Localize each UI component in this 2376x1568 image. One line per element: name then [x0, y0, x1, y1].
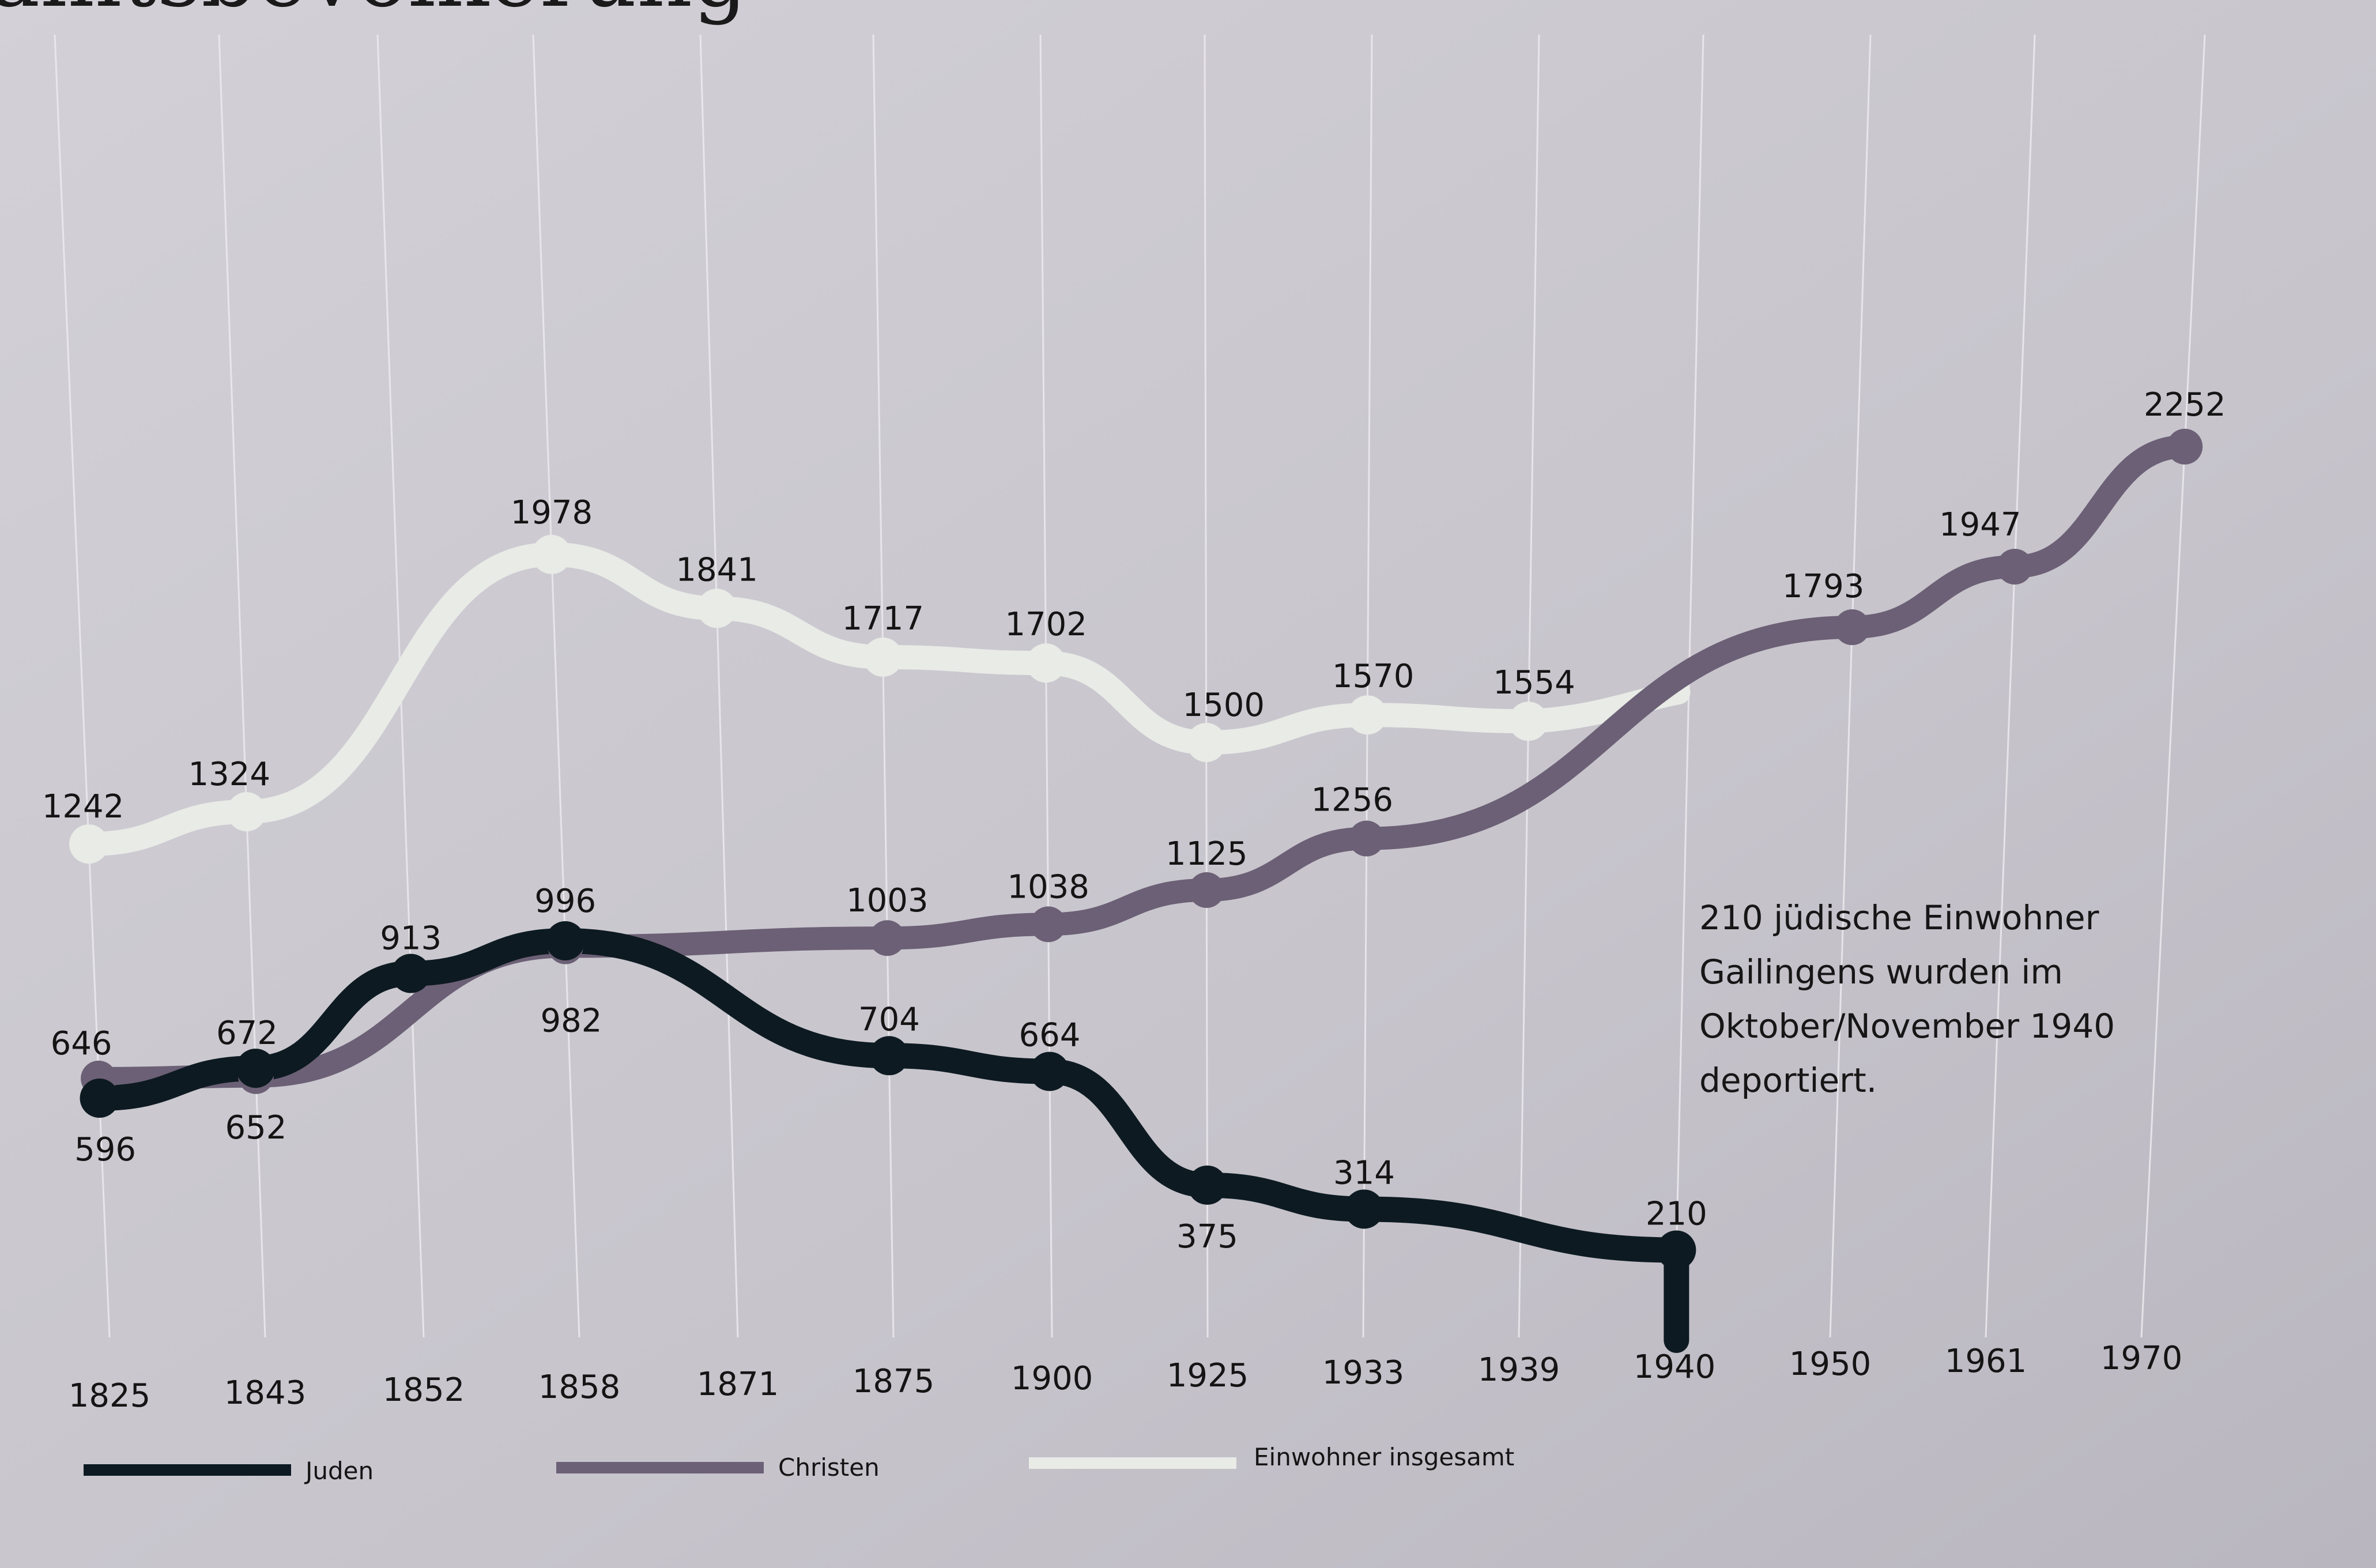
- x-tick-1961: 1961: [1945, 1343, 2027, 1380]
- series-line-christen: [87, 435, 2197, 1090]
- x-tick-1950: 1950: [1789, 1345, 1872, 1383]
- data-label-christen-1875: 1003: [846, 882, 929, 919]
- gridline-1961: [1985, 34, 2036, 1338]
- point-juden-1875: [869, 1036, 909, 1076]
- data-label-juden-1933: 314: [1333, 1154, 1395, 1192]
- gridline-1875: [872, 34, 895, 1338]
- data-label-juden-1940: 210: [1646, 1195, 1707, 1232]
- legend-label-christen: Christen: [778, 1453, 880, 1482]
- note-line-3: Oktober/November 1940: [1699, 1007, 2115, 1046]
- gridline-1939: [1518, 34, 1540, 1338]
- point-juden-1933: [1344, 1189, 1384, 1229]
- point-christen-1933: [1348, 820, 1385, 857]
- data-label-insgesamt-1933: 1570: [1332, 658, 1415, 695]
- deportation-note: 210 jüdische Einwohner Gailingens wurden…: [1699, 898, 2115, 1100]
- gridline-1925: [1204, 34, 1209, 1338]
- x-tick-1900: 1900: [1011, 1360, 1093, 1397]
- point-juden-1900: [1029, 1051, 1069, 1091]
- x-tick-1858: 1858: [538, 1369, 621, 1406]
- point-christen-1970: [2167, 428, 2203, 465]
- data-label-christen-1933: 1256: [1311, 782, 1393, 819]
- gridline-1933: [1362, 34, 1373, 1338]
- data-label-juden-1900: 664: [1019, 1017, 1080, 1054]
- data-label-juden-1875: 704: [858, 1001, 920, 1038]
- point-christen-1961: [1997, 548, 2033, 585]
- x-tick-1925: 1925: [1167, 1357, 1249, 1394]
- marker-layer: [69, 428, 2203, 1270]
- x-tick-1843: 1843: [224, 1374, 307, 1412]
- gridline-1871: [699, 34, 739, 1338]
- data-label-christen-1858: 982: [541, 1002, 602, 1040]
- x-tick-1871: 1871: [697, 1366, 779, 1403]
- data-label-insgesamt-1825: 1242: [42, 788, 125, 826]
- data-label-layer: 1242 1324 1978 1841 1717 1702 1500 1570 1554 646 6…: [42, 386, 2226, 1256]
- point-juden-1852: [391, 953, 431, 993]
- point-insgesamt-1871: [697, 589, 737, 628]
- point-juden-1825: [80, 1079, 119, 1118]
- x-tick-1933: 1933: [1322, 1354, 1405, 1392]
- gridline-1900: [1039, 34, 1053, 1338]
- legend-label-insgesamt: Einwohner insgesamt: [1254, 1443, 1514, 1471]
- point-juden-1940: [1657, 1230, 1696, 1270]
- data-label-insgesamt-1925: 1500: [1182, 687, 1265, 724]
- gridline-1843: [218, 34, 266, 1338]
- point-juden-1858: [545, 921, 585, 960]
- point-christen-1950: [1834, 609, 1870, 646]
- page-title-fragment: amtsbevölkerung: [0, 0, 748, 27]
- x-tick-1939: 1939: [1478, 1351, 1560, 1389]
- point-juden-1843: [236, 1049, 276, 1088]
- data-label-insgesamt-1871: 1841: [676, 551, 758, 589]
- point-insgesamt-1875: [863, 637, 903, 677]
- x-tick-1970: 1970: [2100, 1340, 2183, 1377]
- data-label-christen-1961: 1947: [1939, 506, 2022, 544]
- point-insgesamt-1925: [1186, 723, 1226, 763]
- data-label-juden-1825: 596: [74, 1131, 136, 1169]
- point-insgesamt-1933: [1348, 695, 1387, 735]
- data-label-christen-1900: 1038: [1007, 868, 1089, 906]
- data-label-insgesamt-1900: 1702: [1005, 606, 1087, 643]
- point-insgesamt-1900: [1026, 643, 1066, 683]
- data-label-christen-1843: 652: [225, 1109, 287, 1147]
- note-line-2: Gailingens wurden im: [1699, 952, 2063, 992]
- note-line-1: 210 jüdische Einwohner: [1699, 898, 2099, 937]
- x-tick-1825: 1825: [69, 1377, 151, 1415]
- chart-legend: Juden Christen Einwohner insgesamt: [84, 1443, 1514, 1485]
- gridline-1970: [2140, 34, 2206, 1338]
- point-insgesamt-1858: [531, 534, 571, 574]
- point-christen-1900: [1030, 906, 1066, 943]
- x-tick-1875: 1875: [853, 1363, 935, 1400]
- point-insgesamt-1825: [69, 824, 109, 864]
- note-line-4: deportiert.: [1699, 1061, 1877, 1100]
- gridline-1825: [54, 34, 111, 1338]
- data-label-christen-1970: 2252: [2144, 386, 2226, 424]
- data-label-insgesamt-1939: 1554: [1493, 664, 1575, 702]
- data-label-insgesamt-1875: 1717: [842, 600, 924, 638]
- data-label-insgesamt-1843: 1324: [188, 756, 270, 793]
- gridline-1858: [532, 34, 580, 1338]
- data-label-insgesamt-1858: 1978: [511, 494, 593, 532]
- data-label-juden-1852: 913: [380, 920, 442, 958]
- data-label-christen-1825: 646: [51, 1025, 112, 1062]
- gridline-1950: [1829, 34, 1872, 1338]
- data-label-juden-1843: 672: [216, 1015, 278, 1052]
- data-label-juden-1858: 996: [534, 883, 596, 920]
- gridline-1940: [1673, 34, 1704, 1338]
- data-label-juden-1925: 375: [1176, 1218, 1238, 1256]
- data-label-christen-1925: 1125: [1166, 835, 1248, 873]
- x-tick-1940: 1940: [1634, 1348, 1716, 1386]
- point-christen-1925: [1189, 872, 1225, 908]
- x-axis-tick-layer: 1825 1843 1852 1858 1871 1875 1900 1925 1933 1939…: [69, 1340, 2183, 1415]
- point-christen-1875: [869, 920, 906, 956]
- grid-layer: [54, 34, 2206, 1338]
- data-label-christen-1950: 1793: [1782, 568, 1865, 605]
- legend-label-juden: Juden: [304, 1457, 374, 1485]
- point-insgesamt-1939: [1508, 702, 1548, 741]
- point-juden-1925: [1187, 1165, 1227, 1205]
- x-tick-1852: 1852: [383, 1371, 465, 1409]
- point-insgesamt-1843: [227, 792, 266, 832]
